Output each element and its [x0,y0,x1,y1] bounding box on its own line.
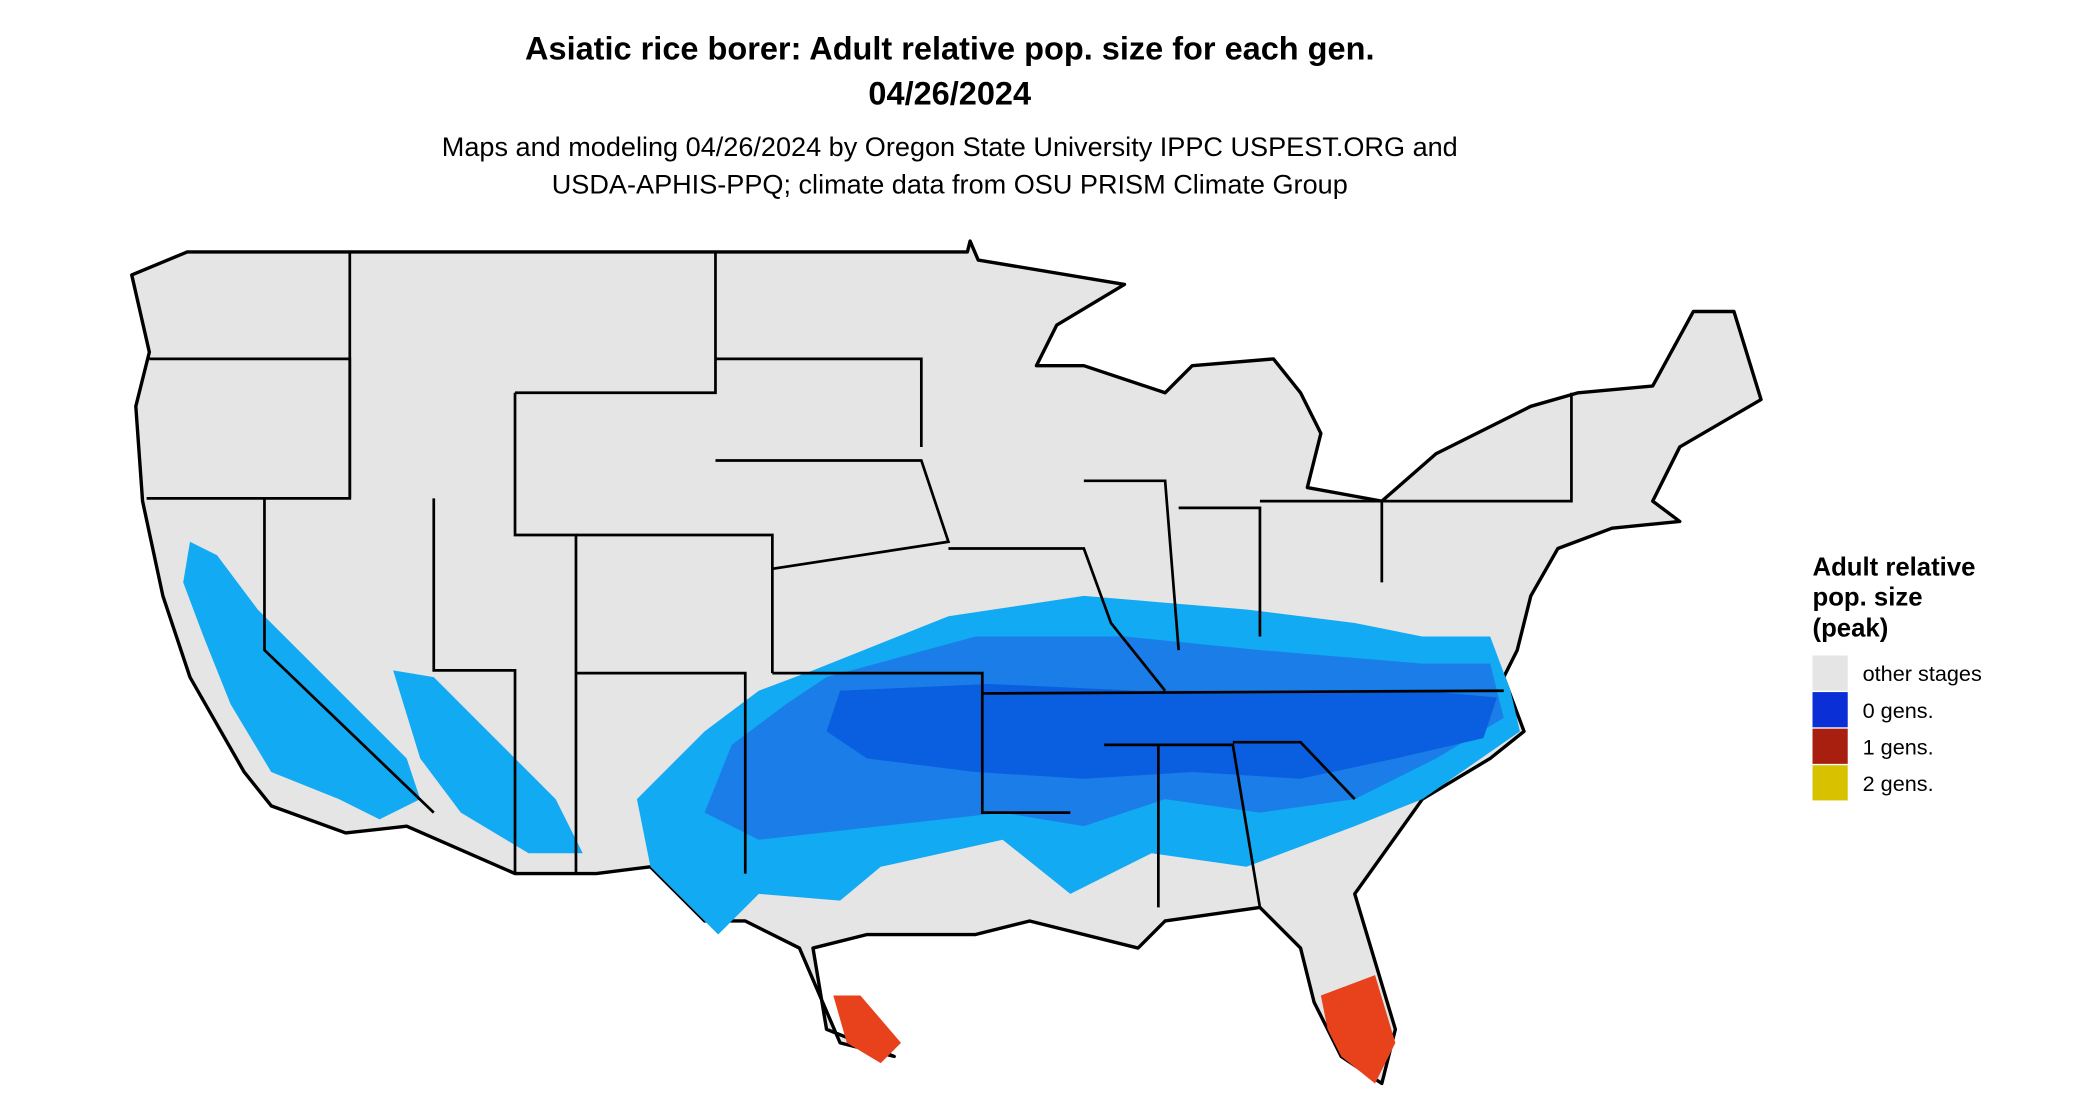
legend-title: (peak) [1813,615,1889,643]
legend-title: Adult relative [1813,554,1976,582]
title: 04/26/2024 [868,75,1031,111]
legend-swatch [1812,728,1848,764]
legend-swatch [1812,765,1848,801]
legend-label: 0 gens. [1863,698,1934,723]
dark-blue-region [826,683,1497,779]
texas-red-region [833,995,902,1064]
legend-label: 2 gens. [1863,771,1934,796]
state-borders [146,251,1573,908]
florida-red-region [1320,975,1396,1084]
subtitle: USDA-APHIS-PPQ; climate data from OSU PR… [552,169,1348,200]
map [130,239,1763,1086]
legend-title: pop. size [1813,583,1923,611]
subtitle: Maps and modeling 04/26/2024 by Oregon S… [442,131,1458,162]
title: Asiatic rice borer: Adult relative pop. … [525,31,1374,67]
legend-label: other stages [1863,661,1982,686]
legend-swatch [1812,655,1848,691]
legend-swatch [1812,692,1848,728]
nevada-blue-region [393,670,583,854]
california-blue-region [183,541,421,820]
legend-label: 1 gens. [1863,734,1934,759]
legend: Adult relative pop. size (peak) other st… [1812,554,1982,801]
